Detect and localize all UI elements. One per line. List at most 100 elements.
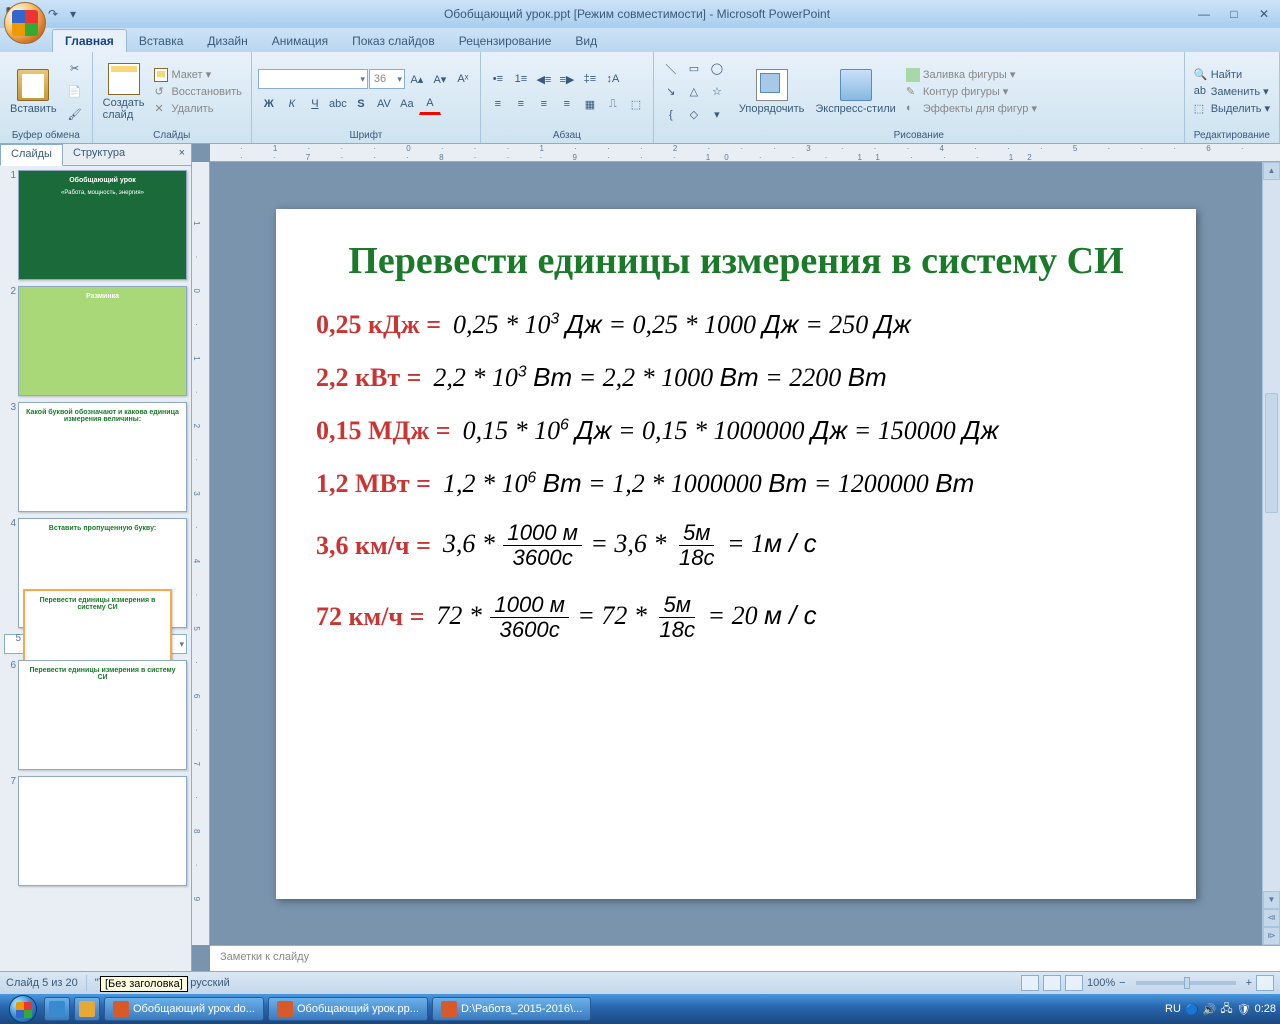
thumbnail-6[interactable]: 6Перевести единицы измерения в систему С… bbox=[4, 660, 187, 770]
select-button[interactable]: ⬚Выделить ▾ bbox=[1191, 101, 1273, 117]
quick-launch-2[interactable] bbox=[74, 997, 100, 1021]
paste-button[interactable]: Вставить bbox=[6, 67, 61, 117]
shape-line-icon[interactable]: ＼ bbox=[660, 58, 682, 80]
char-spacing-button[interactable]: AV bbox=[373, 93, 395, 115]
shape-callout-icon[interactable]: ◇ bbox=[683, 104, 705, 126]
cut-button[interactable]: ✂ bbox=[64, 58, 86, 80]
minimize-button[interactable]: — bbox=[1192, 6, 1216, 22]
tab-Показ слайдов[interactable]: Показ слайдов bbox=[340, 30, 447, 52]
arrange-button[interactable]: Упорядочить bbox=[735, 67, 808, 117]
shape-effects-button[interactable]: ◐Эффекты для фигур ▾ bbox=[903, 101, 1040, 117]
sorter-view-button[interactable] bbox=[1043, 975, 1061, 991]
tab-Рецензирование[interactable]: Рецензирование bbox=[447, 30, 564, 52]
tab-outline[interactable]: Структура bbox=[63, 144, 135, 165]
font-size-select[interactable]: 36 bbox=[369, 69, 405, 89]
tab-Вид[interactable]: Вид bbox=[563, 30, 609, 52]
align-center-button[interactable]: ≡ bbox=[510, 93, 532, 115]
shapes-more-icon[interactable]: ▾ bbox=[706, 104, 728, 126]
zoom-slider[interactable] bbox=[1136, 981, 1236, 985]
slide-canvas[interactable]: Перевести единицы измерения в систему СИ… bbox=[210, 162, 1262, 945]
font-family-select[interactable] bbox=[258, 69, 368, 89]
tray-network-icon[interactable]: 🖧 bbox=[1220, 1000, 1232, 1019]
fit-window-button[interactable] bbox=[1256, 975, 1274, 991]
zoom-out-button[interactable]: − bbox=[1119, 977, 1125, 989]
copy-button[interactable]: 📄 bbox=[64, 81, 86, 103]
vertical-scrollbar[interactable]: ▲ ▼ ⧏ ⧐ bbox=[1262, 162, 1280, 945]
font-color-button[interactable]: A bbox=[419, 93, 441, 115]
qat-more-icon[interactable]: ▾ bbox=[64, 5, 82, 23]
scroll-up-icon[interactable]: ▲ bbox=[1263, 162, 1280, 180]
tray-flag-icon[interactable]: 🔵 bbox=[1185, 1003, 1199, 1016]
notes-pane[interactable]: Заметки к слайду bbox=[210, 945, 1280, 971]
bold-button[interactable]: Ж bbox=[258, 93, 280, 115]
taskbar-item[interactable]: D:\Работа_2015-2016\... bbox=[432, 997, 591, 1021]
numbering-button[interactable]: 1≡ bbox=[510, 68, 532, 90]
shape-rect-icon[interactable]: ▭ bbox=[683, 58, 705, 80]
indent-inc-button[interactable]: ≡▶ bbox=[556, 68, 578, 90]
tray-shield-icon[interactable]: 🛡 bbox=[1237, 1003, 1251, 1016]
tab-Анимация[interactable]: Анимация bbox=[260, 30, 340, 52]
tab-Вставка[interactable]: Вставка bbox=[127, 30, 196, 52]
shape-oval-icon[interactable]: ◯ bbox=[706, 58, 728, 80]
shadow-button[interactable]: S bbox=[350, 93, 372, 115]
delete-button[interactable]: ✕Удалить bbox=[151, 101, 244, 117]
taskbar-item[interactable]: Обобщающий урок.do... bbox=[104, 997, 264, 1021]
align-text-button[interactable]: ⎍ bbox=[602, 93, 624, 115]
office-button[interactable] bbox=[4, 2, 46, 44]
tray-volume-icon[interactable]: 🔊 bbox=[1203, 1003, 1217, 1016]
text-direction-button[interactable]: ↕A bbox=[602, 68, 624, 90]
reset-button[interactable]: ↺Восстановить bbox=[151, 84, 244, 100]
grow-font-button[interactable]: A▴ bbox=[406, 68, 428, 90]
quick-styles-button[interactable]: Экспресс-стили bbox=[811, 67, 899, 117]
thumbnail-1[interactable]: 1Обобщающий урок«Работа, мощность, энерг… bbox=[4, 170, 187, 280]
thumbnail-2[interactable]: 2Разминка bbox=[4, 286, 187, 396]
quick-launch[interactable] bbox=[44, 997, 70, 1021]
tab-Дизайн[interactable]: Дизайн bbox=[195, 30, 259, 52]
strike-button[interactable]: abc bbox=[327, 93, 349, 115]
shape-arrow-icon[interactable]: ↘ bbox=[660, 81, 682, 103]
line-spacing-button[interactable]: ‡≡ bbox=[579, 68, 601, 90]
change-case-button[interactable]: Aa bbox=[396, 93, 418, 115]
underline-button[interactable]: Ч bbox=[304, 93, 326, 115]
justify-button[interactable]: ≡ bbox=[556, 93, 578, 115]
replace-button[interactable]: abЗаменить ▾ bbox=[1191, 84, 1273, 100]
zoom-level[interactable]: 100% bbox=[1087, 977, 1115, 989]
shape-tri-icon[interactable]: △ bbox=[683, 81, 705, 103]
close-button[interactable]: ✕ bbox=[1252, 6, 1276, 22]
shape-outline-button[interactable]: ✎Контур фигуры ▾ bbox=[903, 84, 1040, 100]
tab-Главная[interactable]: Главная bbox=[52, 29, 127, 52]
thumbnail-3[interactable]: 3Какой буквой обозначают и какова единиц… bbox=[4, 402, 187, 512]
new-slide-button[interactable]: Создать слайд bbox=[99, 61, 149, 123]
prev-slide-icon[interactable]: ⧏ bbox=[1263, 909, 1280, 927]
taskbar-item[interactable]: Обобщающий урок.pp... bbox=[268, 997, 428, 1021]
next-slide-icon[interactable]: ⧐ bbox=[1263, 927, 1280, 945]
panel-close-icon[interactable]: × bbox=[173, 144, 191, 165]
thumbnail-7[interactable]: 7 bbox=[4, 776, 187, 886]
align-right-button[interactable]: ≡ bbox=[533, 93, 555, 115]
italic-button[interactable]: К bbox=[281, 93, 303, 115]
shape-brace-icon[interactable]: { bbox=[660, 104, 682, 126]
layout-button[interactable]: Макет ▾ bbox=[151, 67, 244, 83]
redo-icon[interactable]: ↷ bbox=[44, 5, 62, 23]
format-painter-button[interactable]: 🖌 bbox=[64, 104, 86, 126]
scroll-thumb[interactable] bbox=[1265, 393, 1278, 513]
normal-view-button[interactable] bbox=[1021, 975, 1039, 991]
tray-lang[interactable]: RU bbox=[1165, 1003, 1181, 1015]
zoom-in-button[interactable]: + bbox=[1246, 977, 1252, 989]
find-button[interactable]: 🔍Найти bbox=[1191, 67, 1273, 83]
start-button[interactable] bbox=[4, 994, 42, 1024]
indent-dec-button[interactable]: ◀≡ bbox=[533, 68, 555, 90]
scroll-down-icon[interactable]: ▼ bbox=[1263, 891, 1280, 909]
status-language[interactable]: русский bbox=[190, 977, 229, 989]
tray-clock[interactable]: 0:28 bbox=[1255, 1003, 1276, 1015]
bullets-button[interactable]: •≡ bbox=[487, 68, 509, 90]
shape-fill-button[interactable]: Заливка фигуры ▾ bbox=[903, 67, 1040, 83]
shrink-font-button[interactable]: A▾ bbox=[429, 68, 451, 90]
tab-slides[interactable]: Слайды bbox=[0, 144, 63, 166]
smartart-button[interactable]: ⬚ bbox=[625, 93, 647, 115]
columns-button[interactable]: ▦ bbox=[579, 93, 601, 115]
slideshow-view-button[interactable] bbox=[1065, 975, 1083, 991]
shape-star-icon[interactable]: ☆ bbox=[706, 81, 728, 103]
thumbnail-5[interactable]: 5Перевести единицы измерения в систему С… bbox=[4, 634, 187, 654]
align-left-button[interactable]: ≡ bbox=[487, 93, 509, 115]
